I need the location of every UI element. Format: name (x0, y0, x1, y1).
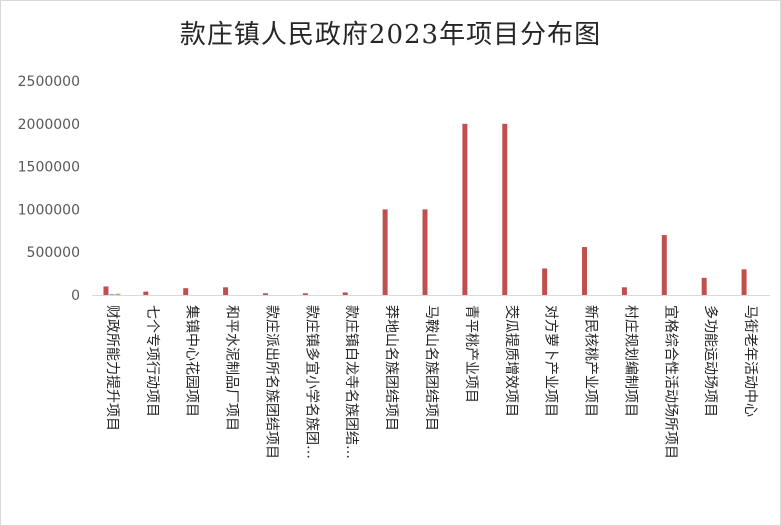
y-axis: 0 500000 1000000 1500000 2000000 2500000 (18, 74, 80, 304)
bar (701, 277, 707, 295)
bar (183, 288, 189, 295)
x-tick-label: 村庄规划编制项目 (622, 305, 639, 417)
bar (115, 293, 121, 295)
x-tick-label: 款庄镇白龙寺名族团结… (343, 305, 360, 459)
bar (621, 287, 627, 295)
y-tick-label: 1000000 (18, 202, 80, 218)
x-tick-label: 马街老年活动中心 (742, 305, 758, 417)
bar (661, 235, 667, 295)
x-tick-label: 款庄派出所名族团结项目 (263, 305, 280, 459)
x-tick-label: 和平水泥制品厂项目 (224, 305, 240, 431)
x-tick-label: 集镇中心花园项目 (184, 305, 201, 417)
bar (302, 293, 308, 295)
bar (103, 286, 109, 295)
bar (462, 123, 468, 295)
bar (741, 269, 747, 295)
x-tick-label: 青平桃产业项目 (463, 305, 479, 403)
bar (422, 209, 428, 295)
x-tick-label: 七个专项行动项目 (144, 305, 160, 417)
y-tick-label: 0 (71, 288, 80, 304)
bar (502, 123, 508, 295)
y-tick-label: 2000000 (18, 117, 80, 133)
x-axis: 财政所能力提升项目 七个专项行动项目 集镇中心花园项目 和平水泥制品厂项目 款庄派出所名… (92, 295, 770, 459)
y-tick-label: 1500000 (18, 160, 80, 176)
bars (103, 123, 747, 295)
x-tick-label: 莽地山名族团结项目 (383, 305, 399, 431)
bar (143, 291, 149, 295)
bar (223, 287, 229, 295)
x-tick-label: 新民核桃产业项目 (583, 305, 599, 417)
x-tick-label: 多功能运动场项目 (702, 305, 719, 417)
y-tick-label: 500000 (27, 245, 80, 261)
chart-title: 款庄镇人民政府2023年项目分布图 (179, 20, 602, 50)
bar (542, 268, 548, 295)
bar (109, 294, 115, 295)
x-tick-label: 对方萝卜产业项目 (543, 305, 559, 417)
x-tick-label: 款庄镇多宜小学名族团… (303, 305, 320, 459)
x-tick-label: 马鞍山名族团结项目 (423, 305, 439, 431)
y-tick-label: 2500000 (18, 74, 80, 90)
bar (382, 209, 388, 295)
bar (342, 292, 348, 295)
x-tick-label: 财政所能力提升项目 (104, 305, 120, 431)
x-tick-label: 茭瓜提质增效项目 (503, 305, 519, 417)
bar (262, 293, 268, 295)
x-tick-label: 宜格综合性活动场所项目 (662, 305, 678, 459)
bar (582, 247, 588, 295)
